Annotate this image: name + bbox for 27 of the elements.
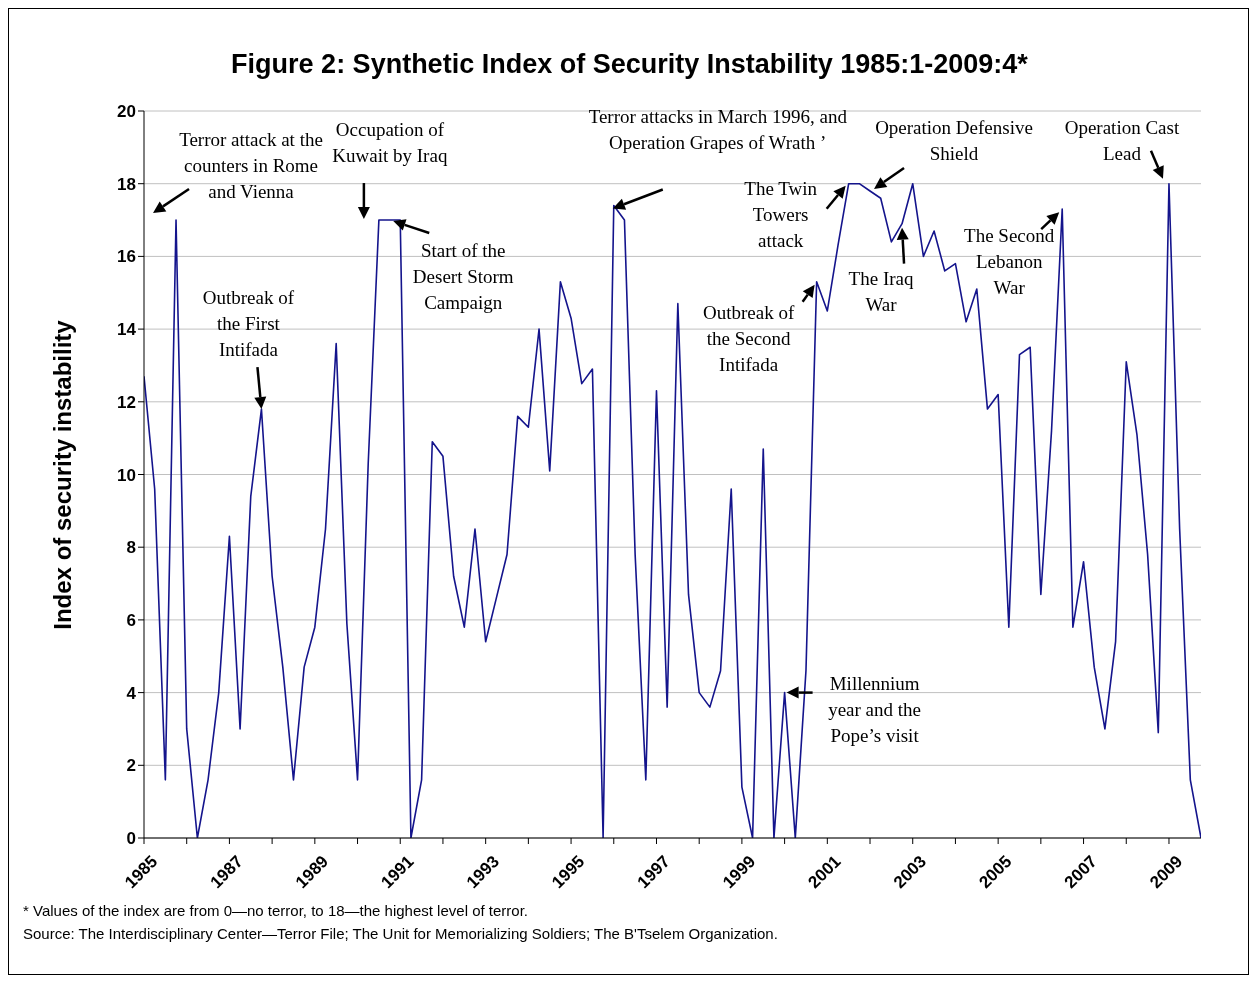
y-tick-label: 4 xyxy=(126,683,137,703)
y-tick-label: 18 xyxy=(117,174,136,194)
annotation: Outbreak of the Second Intifada xyxy=(702,300,796,377)
y-tick-label: 12 xyxy=(117,392,136,412)
annotation: Outbreak of the First Intifada xyxy=(201,286,296,363)
text: * Values of the index are from 0—no terror, to 18—the highest level of terror. xyxy=(23,902,528,919)
annotation: Start of the Desert Storm Campaign xyxy=(411,239,515,316)
y-tick-label: 8 xyxy=(126,538,136,558)
source-note: Source: The Interdisciplinary Center—Terror File; The Unit for Memorializing Soldiers; The B'Tselem Organization. xyxy=(23,925,778,942)
y-tick-label: 16 xyxy=(117,247,136,267)
y-tick-label: 0 xyxy=(126,829,136,849)
annotation: The Second Lebanon War xyxy=(963,224,1056,301)
y-axis-title: Index of security instability xyxy=(49,319,77,630)
annotation: Millennium year and the Pope’s visit xyxy=(827,671,922,748)
annotation: Operation Defensive Shield xyxy=(874,115,1034,166)
annotation: Occupation of Kuwait by Iraq xyxy=(332,119,448,167)
y-tick-label: 10 xyxy=(117,465,136,485)
annotation: Operation Cast Lead xyxy=(1063,115,1181,166)
y-tick-label: 2 xyxy=(126,756,136,776)
annotation: Terror attack at the counters in Rome and Vienna xyxy=(178,128,324,205)
chart-title: Figure 2: Synthetic Index of Security Instability 1985:1-2009:4* xyxy=(230,49,1029,80)
y-tick-label: 20 xyxy=(117,102,136,122)
annotation: The Twin Towers attack xyxy=(743,176,818,253)
y-tick-label: 14 xyxy=(117,320,137,340)
y-tick-label: 6 xyxy=(126,610,136,630)
annotation: Terror attacks in March 1996, and Operation Grapes of Wrath ’ xyxy=(587,104,848,155)
annotation: The Iraq War xyxy=(847,266,915,317)
